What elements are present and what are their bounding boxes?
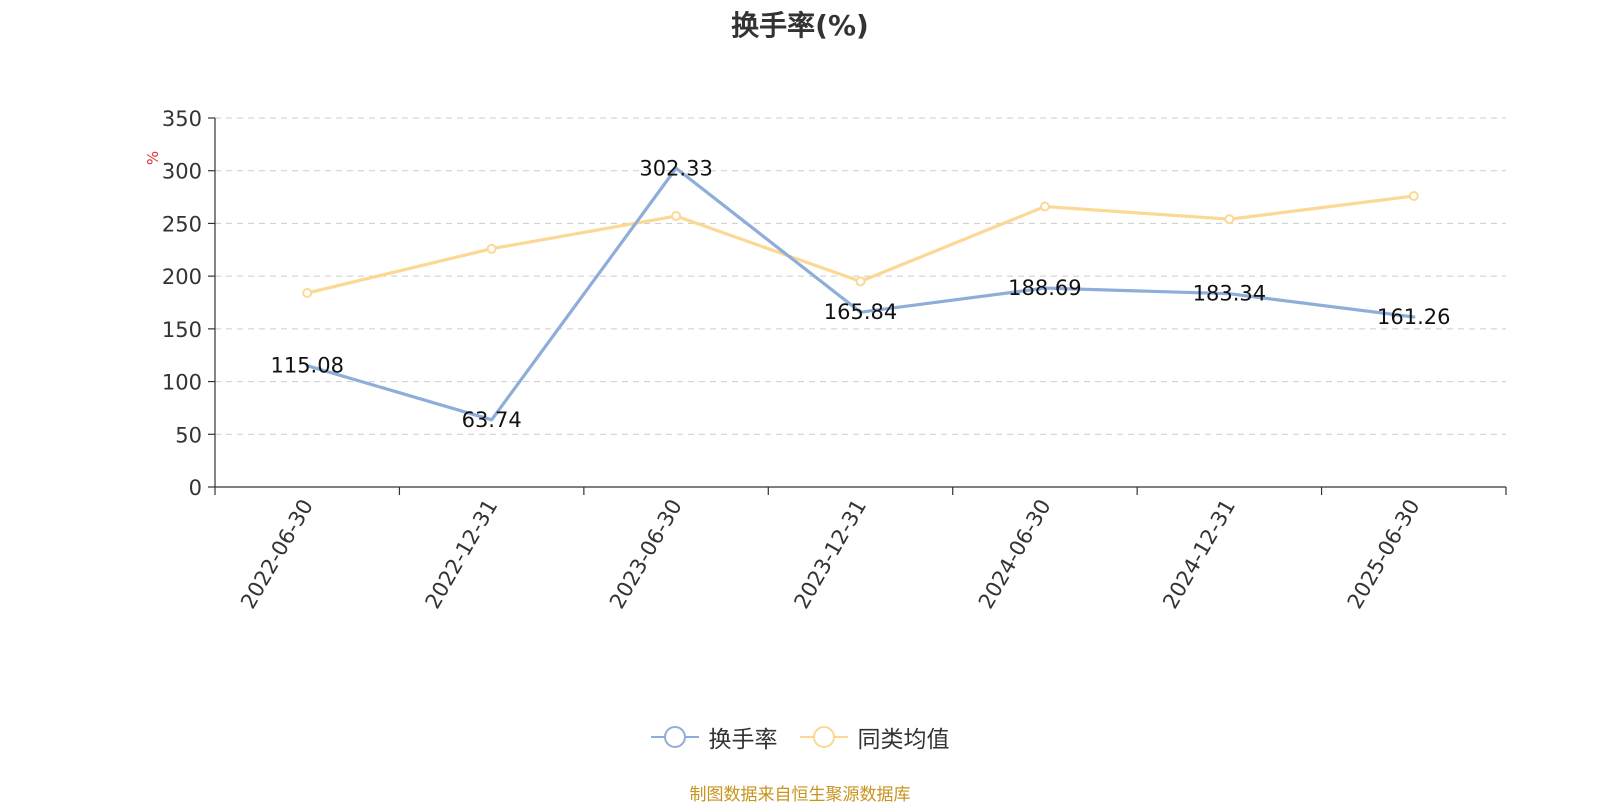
y-tick-label: 150 bbox=[162, 318, 202, 342]
data-label: 188.69 bbox=[1008, 276, 1081, 300]
data-point-peer-average bbox=[1224, 214, 1235, 225]
series-line-0 bbox=[305, 166, 1416, 422]
y-tick-label: 250 bbox=[162, 212, 202, 236]
y-tick-label: 50 bbox=[175, 423, 202, 447]
gridlines bbox=[215, 117, 1506, 435]
x-tick-label: 2023-12-31 bbox=[789, 495, 871, 613]
y-tick-label: 200 bbox=[162, 265, 202, 289]
legend-item-turnover[interactable]: 换手率 bbox=[650, 720, 778, 754]
x-tick-label: 2024-06-30 bbox=[974, 495, 1056, 613]
x-tick-label: 2022-12-31 bbox=[421, 495, 503, 613]
legend-turnover-marker-icon bbox=[650, 726, 699, 748]
data-point-peer-average bbox=[855, 276, 866, 287]
y-tick-label: 0 bbox=[189, 476, 202, 500]
legend-label-turnover: 换手率 bbox=[708, 727, 778, 753]
y-tick-label: 100 bbox=[162, 371, 202, 395]
data-point-peer-average bbox=[1039, 201, 1050, 212]
data-point-peer-average bbox=[302, 288, 313, 299]
legend-item-peer-average[interactable]: 同类均值 bbox=[799, 720, 950, 754]
x-tick-label: 2025-06-30 bbox=[1343, 495, 1425, 613]
y-tick-label: 300 bbox=[162, 160, 202, 184]
source-note: 制图数据来自恒生聚源数据库 bbox=[689, 785, 911, 805]
data-point-peer-average bbox=[486, 243, 497, 254]
legend-peer-average-marker-icon bbox=[799, 726, 848, 748]
legend: 换手率 同类均值 bbox=[0, 720, 1600, 754]
x-tick-label: 2022-06-30 bbox=[236, 495, 318, 613]
chart-title: 换手率(%) bbox=[731, 9, 869, 42]
legend-label-peer-average: 同类均值 bbox=[857, 727, 950, 753]
data-label: 165.84 bbox=[824, 300, 897, 324]
data-point-peer-average bbox=[671, 211, 682, 222]
series bbox=[302, 166, 1419, 422]
line-chart: 0 50 100 150 200 250 300 350% 2022-06-30 2022-12-… bbox=[144, 107, 1507, 613]
data-label: 183.34 bbox=[1193, 282, 1266, 306]
data-labels: 115.08 63.74 302.33 165.84 188.69 183.34 161.2… bbox=[270, 156, 1450, 432]
data-label: 302.33 bbox=[639, 156, 712, 180]
axes: 0 50 100 150 200 250 300 350% 2022-06-30 2022-12-… bbox=[144, 107, 1507, 613]
data-point-peer-average bbox=[1408, 191, 1419, 202]
y-axis-unit-label: % bbox=[144, 151, 162, 165]
y-tick-label: 350 bbox=[162, 107, 202, 131]
x-tick-label: 2024-12-31 bbox=[1158, 495, 1240, 613]
data-label: 115.08 bbox=[270, 354, 343, 378]
data-label: 161.26 bbox=[1377, 305, 1450, 329]
x-tick-label: 2023-06-30 bbox=[605, 495, 687, 613]
data-label: 63.74 bbox=[462, 408, 522, 432]
